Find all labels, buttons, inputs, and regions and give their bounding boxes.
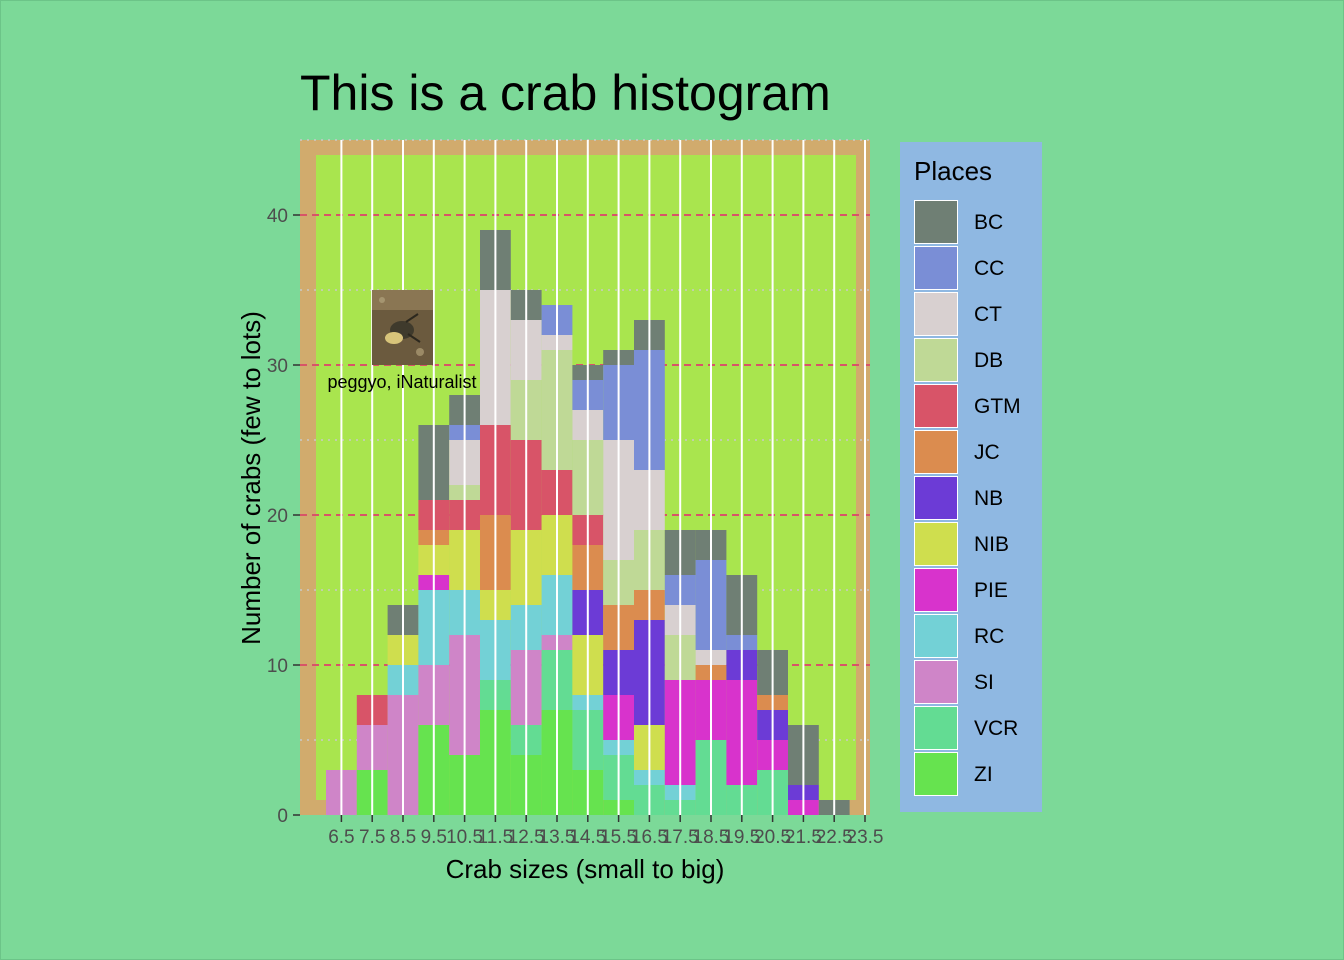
chart-title: This is a crab histogram <box>300 65 831 121</box>
legend-label: DB <box>974 349 1004 372</box>
legend-swatch <box>914 292 958 336</box>
crab-leg <box>407 333 421 343</box>
legend-label: SI <box>974 671 994 694</box>
x-tick-label: 20.5 <box>754 827 791 848</box>
x-tick-label: 13.5 <box>539 827 576 848</box>
y-tick-label: 10 <box>267 656 288 677</box>
legend-item-pie: PIE <box>914 568 1034 614</box>
x-tick-label: 17.5 <box>662 827 699 848</box>
legend-item-rc: RC <box>914 614 1034 660</box>
photo-credit: peggyo, iNaturalist <box>327 372 476 392</box>
pebble <box>379 297 385 303</box>
legend-swatch <box>914 200 958 244</box>
legend-swatch <box>914 246 958 290</box>
legend-label: VCR <box>974 717 1019 740</box>
legend-swatch <box>914 476 958 520</box>
x-tick-label: 22.5 <box>816 827 853 848</box>
legend-swatch <box>914 522 958 566</box>
x-tick-label: 18.5 <box>693 827 730 848</box>
legend-swatch <box>914 568 958 612</box>
x-tick-label: 10.5 <box>446 827 483 848</box>
legend-swatch <box>914 752 958 796</box>
legend-item-bc: BC <box>914 200 1034 246</box>
legend-title: Places <box>914 156 993 186</box>
legend-label: CC <box>974 257 1005 280</box>
x-tick-label: 6.5 <box>328 827 354 848</box>
legend-item-nib: NIB <box>914 522 1034 568</box>
legend-item-db: DB <box>914 338 1034 384</box>
x-tick-label: 19.5 <box>723 827 760 848</box>
legend-item-jc: JC <box>914 430 1034 476</box>
legend-item-gtm: GTM <box>914 384 1034 430</box>
y-tick-label: 0 <box>277 806 288 827</box>
crab-photo-icon <box>372 290 433 365</box>
x-tick-label: 7.5 <box>359 827 385 848</box>
x-tick-label: 16.5 <box>631 827 668 848</box>
legend-label: GTM <box>974 395 1021 418</box>
legend-label: ZI <box>974 763 993 786</box>
pebble <box>416 348 424 356</box>
legend-item-vcr: VCR <box>914 706 1034 752</box>
legend-swatch <box>914 614 958 658</box>
vertical-gridlines <box>340 140 866 815</box>
x-tick-label: 14.5 <box>569 827 606 848</box>
legend-swatch <box>914 384 958 428</box>
legend-label: JC <box>974 441 1000 464</box>
x-tick-label: 9.5 <box>421 827 447 848</box>
y-axis-title: Number of crabs (few to lots) <box>236 311 266 645</box>
x-tick-label: 21.5 <box>785 827 822 848</box>
legend-label: RC <box>974 625 1005 648</box>
y-tick-label: 40 <box>267 206 288 227</box>
crab-leg <box>405 313 419 323</box>
legend-item-nb: NB <box>914 476 1034 522</box>
legend-swatch <box>914 660 958 704</box>
photo-annotation: peggyo, iNaturalist <box>327 290 477 392</box>
legend-item-si: SI <box>914 660 1034 706</box>
x-tick-label: 11.5 <box>478 827 514 848</box>
legend-label: NIB <box>974 533 1010 556</box>
legend-label: BC <box>974 211 1004 234</box>
legend-item-ct: CT <box>914 292 1034 338</box>
legend-swatch <box>914 430 958 474</box>
legend-item-zi: ZI <box>914 752 1034 798</box>
legend: Places BC CC CT DB GTM JC NB NIB PIE RC SI VCR ZI <box>900 142 1042 812</box>
y-tick-label: 20 <box>267 506 288 527</box>
x-tick-label: 8.5 <box>390 827 416 848</box>
photo-ground <box>372 290 433 310</box>
legend-label: CT <box>974 303 1002 326</box>
x-axis-title: Crab sizes (small to big) <box>446 854 725 884</box>
legend-label: PIE <box>974 579 1008 602</box>
legend-item-cc: CC <box>914 246 1034 292</box>
x-tick-label: 23.5 <box>847 827 884 848</box>
legend-label: NB <box>974 487 1004 510</box>
x-tick-label: 15.5 <box>600 827 637 848</box>
axes: 0 10 20 30 40 6.5 7.5 8.5 9.5 10.511.512.513.514.… <box>267 206 884 848</box>
legend-swatch <box>914 706 958 750</box>
crab-claw <box>385 332 403 344</box>
y-tick-label: 30 <box>267 356 288 377</box>
legend-swatch <box>914 338 958 382</box>
x-tick-label: 12.5 <box>508 827 545 848</box>
